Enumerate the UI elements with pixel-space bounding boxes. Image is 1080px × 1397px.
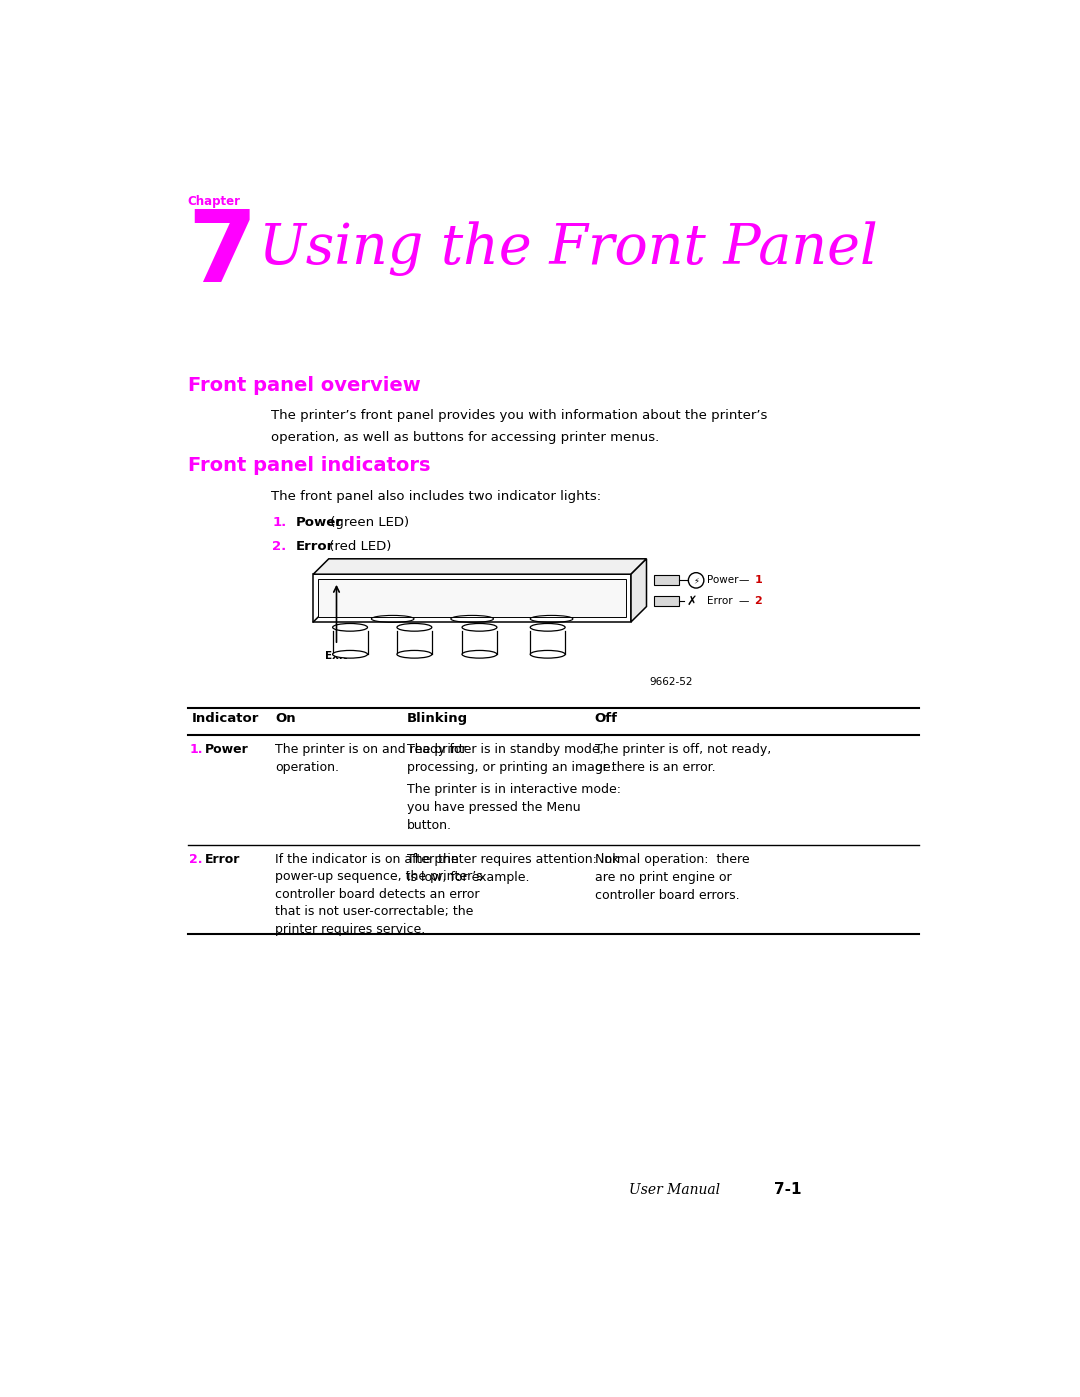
Text: User Manual: User Manual: [629, 1183, 720, 1197]
Text: 1.: 1.: [189, 743, 203, 756]
Ellipse shape: [462, 623, 497, 631]
Text: ⚡: ⚡: [693, 576, 699, 585]
Text: Using the Front Panel: Using the Front Panel: [259, 221, 878, 275]
Text: Front panel overview: Front panel overview: [188, 376, 420, 394]
Text: The printer’s front panel provides you with information about the printer’s: The printer’s front panel provides you w…: [271, 409, 767, 422]
Ellipse shape: [462, 651, 497, 658]
Text: 7-1: 7-1: [774, 1182, 801, 1197]
Ellipse shape: [397, 651, 432, 658]
Text: operation, as well as buttons for accessing printer menus.: operation, as well as buttons for access…: [271, 432, 659, 444]
Ellipse shape: [530, 651, 565, 658]
Text: 2.: 2.: [272, 539, 286, 553]
Text: 1: 1: [754, 576, 762, 585]
Polygon shape: [631, 559, 647, 622]
Bar: [397, 631, 432, 654]
Text: 1.: 1.: [272, 517, 286, 529]
Text: Front panel indicators: Front panel indicators: [188, 457, 430, 475]
Bar: [462, 631, 497, 654]
Bar: [333, 631, 367, 654]
Text: 2.: 2.: [189, 854, 203, 866]
Text: (green LED): (green LED): [326, 517, 409, 529]
Text: On: On: [275, 712, 296, 725]
Text: —: —: [739, 597, 750, 606]
Text: ✗: ✗: [687, 595, 698, 608]
Text: Off: Off: [595, 712, 618, 725]
Polygon shape: [313, 559, 647, 574]
Text: Blinking: Blinking: [407, 712, 468, 725]
Text: Power: Power: [205, 743, 248, 756]
Text: Power: Power: [707, 576, 739, 585]
Text: Chapter: Chapter: [188, 196, 241, 208]
Bar: [654, 576, 679, 585]
Text: The front panel also includes two indicator lights:: The front panel also includes two indica…: [271, 490, 600, 503]
Text: The printer requires attention: ink
is low, for example.: The printer requires attention: ink is l…: [407, 854, 620, 884]
Text: Error: Error: [205, 854, 240, 866]
Text: The printer is in interactive mode:
you have pressed the Menu
button.: The printer is in interactive mode: you …: [407, 782, 621, 831]
Text: 9662-52: 9662-52: [649, 678, 693, 687]
Text: —: —: [739, 576, 750, 585]
Text: Indicator: Indicator: [191, 712, 259, 725]
Text: Power: Power: [296, 517, 342, 529]
Ellipse shape: [397, 623, 432, 631]
Text: (red LED): (red LED): [325, 539, 391, 553]
Bar: [530, 631, 565, 654]
Text: Exit: Exit: [325, 651, 348, 661]
Text: If the indicator is on after the
power-up sequence, the printer’s
controller boa: If the indicator is on after the power-u…: [275, 854, 483, 936]
Text: The printer is off, not ready,
or there is an error.: The printer is off, not ready, or there …: [595, 743, 771, 774]
Text: 2: 2: [754, 597, 762, 606]
Text: Error: Error: [296, 539, 334, 553]
Text: Normal operation:  there
are no print engine or
controller board errors.: Normal operation: there are no print eng…: [595, 854, 750, 902]
Text: The printer is in standby mode,
processing, or printing an image.: The printer is in standby mode, processi…: [407, 743, 615, 774]
Bar: [654, 597, 679, 606]
Bar: [313, 574, 631, 622]
Ellipse shape: [333, 623, 367, 631]
Text: Error: Error: [707, 597, 732, 606]
Ellipse shape: [333, 651, 367, 658]
Text: 7: 7: [188, 207, 257, 303]
Bar: [318, 578, 626, 617]
Ellipse shape: [530, 623, 565, 631]
Text: The printer is on and ready for
operation.: The printer is on and ready for operatio…: [275, 743, 467, 774]
